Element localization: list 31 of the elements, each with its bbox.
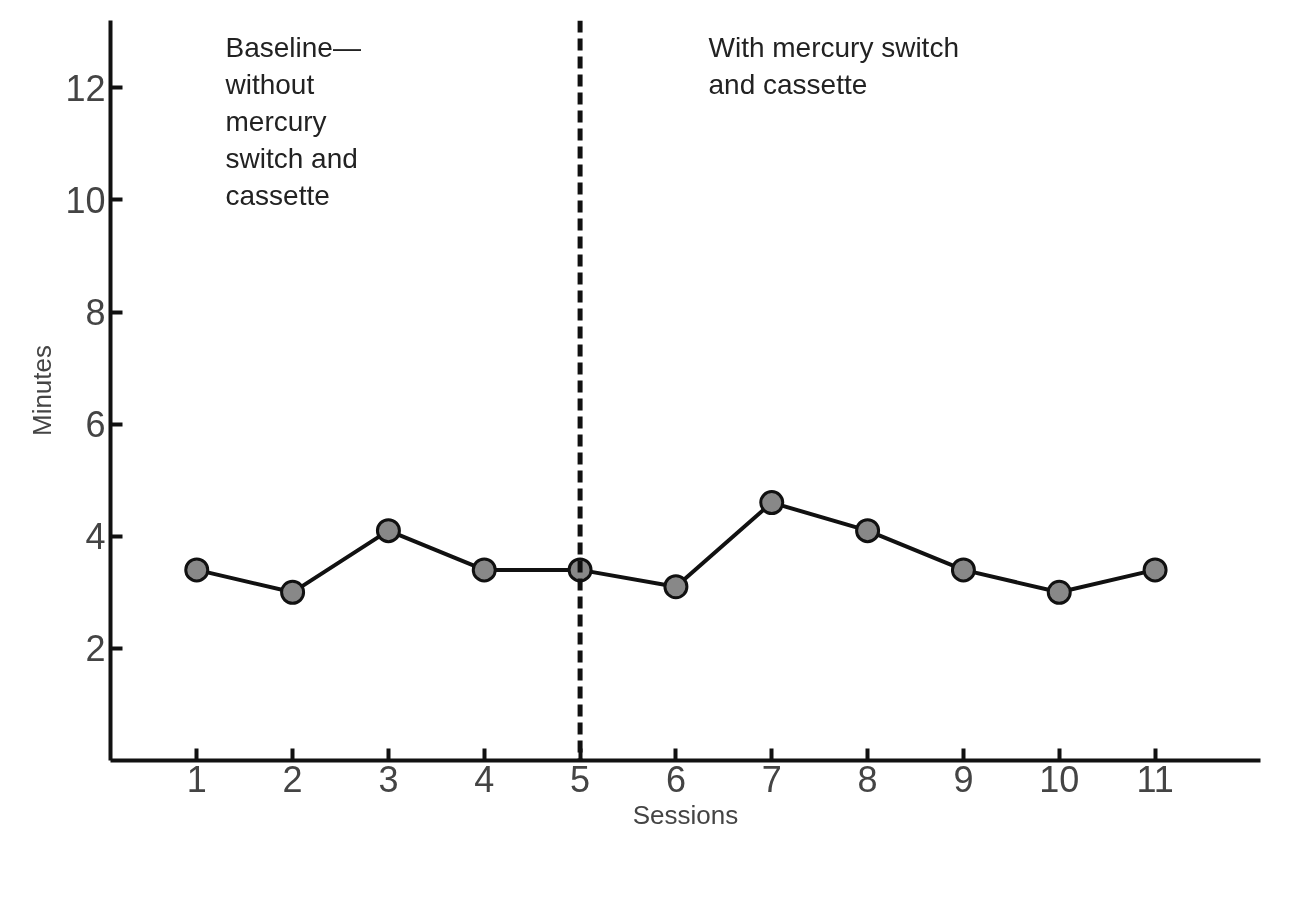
point xyxy=(471,557,497,583)
x-tick-label: 6 xyxy=(665,758,686,800)
x-tick-label: 5 xyxy=(570,758,591,800)
point xyxy=(855,518,881,544)
y-tick-label: 8 xyxy=(85,292,106,334)
x-tick-label: 9 xyxy=(953,758,974,800)
point xyxy=(1142,557,1168,583)
x-tick-label: 7 xyxy=(761,758,782,800)
annotation: Baseline— without mercury switch and cassette xyxy=(224,31,361,212)
point xyxy=(375,518,401,544)
y-axis-title: Minutes xyxy=(27,344,58,437)
x-tick-label: 3 xyxy=(378,758,399,800)
y-tick-label: 6 xyxy=(85,404,106,446)
x-tick-label: 10 xyxy=(1039,758,1080,800)
point xyxy=(280,579,306,605)
y-tick-label: 4 xyxy=(85,516,106,558)
point xyxy=(759,490,785,516)
annotation: With mercury switch and cassette xyxy=(708,31,959,100)
x-tick-label: 8 xyxy=(857,758,878,800)
x-tick-label: 4 xyxy=(474,758,495,800)
x-tick-label: 11 xyxy=(1136,758,1174,800)
point xyxy=(184,557,210,583)
x-tick-label: 1 xyxy=(186,758,207,800)
point xyxy=(950,557,976,583)
x-axis-title: Sessions xyxy=(632,799,739,830)
y-tick-label: 10 xyxy=(65,179,106,221)
x-tick-label: 2 xyxy=(282,758,303,800)
point xyxy=(663,574,689,600)
y-tick-label: 12 xyxy=(65,67,106,109)
point xyxy=(1046,579,1072,605)
y-tick-label: 2 xyxy=(85,628,106,670)
